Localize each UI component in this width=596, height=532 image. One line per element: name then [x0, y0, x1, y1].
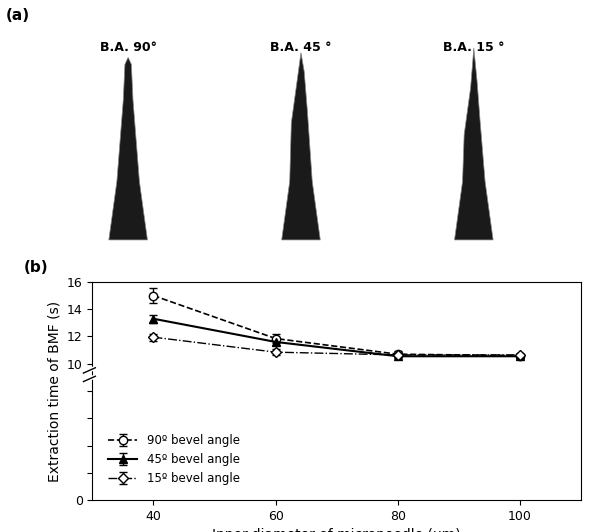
Legend: 90º bevel angle, 45º bevel angle, 15º bevel angle: 90º bevel angle, 45º bevel angle, 15º be…	[103, 429, 244, 490]
Polygon shape	[109, 57, 147, 240]
Text: (b): (b)	[24, 261, 49, 276]
Text: B.A. 90°: B.A. 90°	[100, 41, 157, 54]
X-axis label: Inner-diameter of microneedle (μm): Inner-diameter of microneedle (μm)	[212, 528, 461, 532]
Polygon shape	[455, 48, 493, 240]
Y-axis label: Extraction time of BMF (s): Extraction time of BMF (s)	[47, 301, 61, 481]
Text: B.A. 45 °: B.A. 45 °	[270, 41, 332, 54]
Text: (a): (a)	[6, 8, 30, 23]
Text: B.A. 15 °: B.A. 15 °	[443, 41, 505, 54]
Polygon shape	[282, 53, 320, 240]
